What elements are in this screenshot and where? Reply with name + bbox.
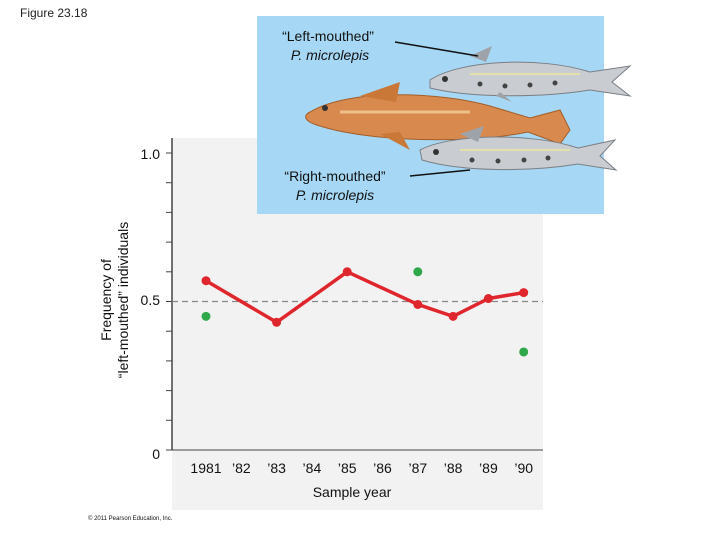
y-tick-label-1-0: 1.0 bbox=[141, 146, 161, 162]
x-tick-label: ’87 bbox=[408, 460, 427, 476]
orange-fish-image bbox=[305, 82, 571, 150]
x-axis-label: Sample year bbox=[313, 484, 392, 500]
x-tick-label: ’88 bbox=[444, 460, 463, 476]
left-mouthed-label-line2: P. microlepis bbox=[291, 47, 369, 63]
left-label-leader-line bbox=[394, 41, 479, 57]
y-axis-label-line2: “left-mouthed” individuals bbox=[115, 222, 131, 378]
right-mouthed-fish-image bbox=[419, 126, 618, 171]
y-axis-label: Frequency of “left-mouthed” individuals bbox=[98, 222, 131, 378]
data-point-red bbox=[272, 317, 282, 327]
data-point-red bbox=[342, 267, 352, 277]
x-tick-labels: 1981 ’82 ’83 ’84 ’85 ’86 ’87 ’88 ’89 ’90 bbox=[190, 460, 533, 476]
y-axis-label-line1: Frequency of bbox=[98, 259, 114, 341]
x-tick-label: ’82 bbox=[232, 460, 251, 476]
x-tick-label: ’89 bbox=[479, 460, 498, 476]
fish-inset: “Left-mouthed” P. microlepis “Right-mout… bbox=[257, 16, 632, 214]
left-mouthed-label-line1: “Left-mouthed” bbox=[282, 28, 374, 44]
y-tick-label-0: 0 bbox=[152, 446, 160, 462]
data-point-red bbox=[413, 299, 423, 309]
x-tick-label: ’86 bbox=[373, 460, 392, 476]
left-mouthed-fish-image bbox=[429, 46, 632, 102]
series-layer bbox=[201, 267, 529, 357]
data-point-green bbox=[201, 311, 211, 321]
data-point-green bbox=[413, 267, 423, 277]
x-tick-label: ’83 bbox=[267, 460, 286, 476]
right-mouthed-label-line2: P. microlepis bbox=[296, 187, 374, 203]
data-point-red bbox=[201, 276, 211, 286]
x-tick-label: ’84 bbox=[303, 460, 322, 476]
data-point-red bbox=[448, 311, 458, 321]
data-point-green bbox=[519, 347, 529, 357]
y-tick-label-0-5: 0.5 bbox=[141, 292, 161, 308]
right-label-leader-line bbox=[409, 169, 471, 177]
y-minor-ticks bbox=[166, 152, 172, 451]
x-tick-label: 1981 bbox=[190, 460, 221, 476]
data-point-red bbox=[483, 294, 493, 304]
data-point-red bbox=[519, 288, 529, 298]
figure-label: Figure 23.18 bbox=[20, 6, 88, 20]
right-mouthed-label-line1: “Right-mouthed” bbox=[284, 168, 385, 184]
x-tick-label: ’90 bbox=[514, 460, 533, 476]
copyright-text: © 2011 Pearson Education, Inc. bbox=[88, 515, 173, 522]
x-tick-label: ’85 bbox=[338, 460, 357, 476]
